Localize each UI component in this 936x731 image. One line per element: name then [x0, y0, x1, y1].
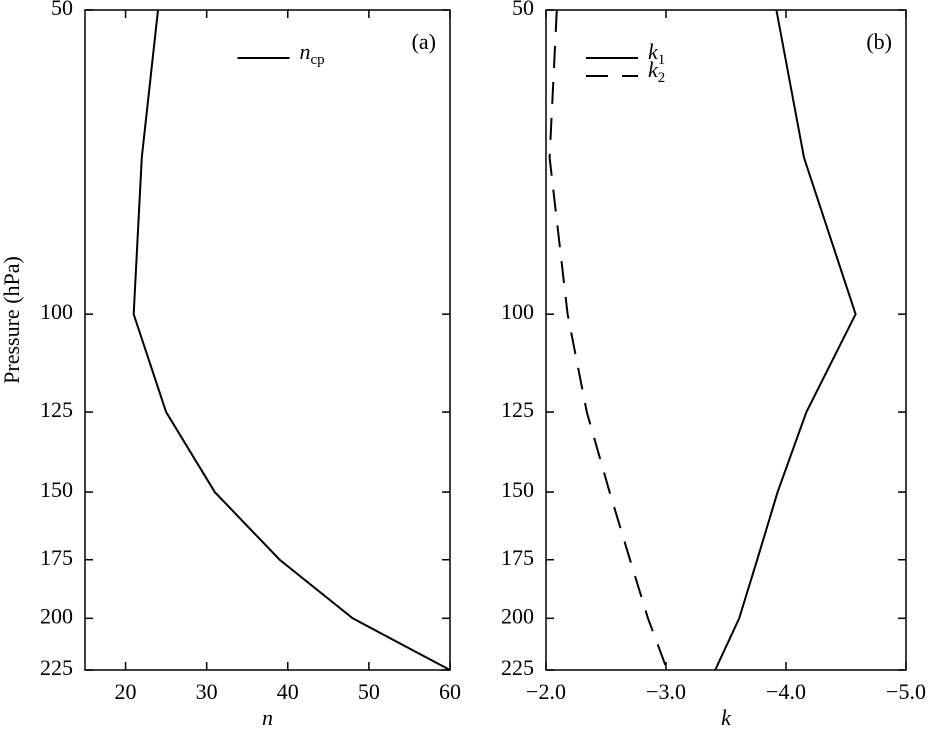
- series-line: [714, 9, 857, 671]
- y-tick-label: 125: [501, 397, 534, 422]
- series-line: [548, 9, 669, 671]
- y-tick-label: 225: [501, 655, 534, 680]
- y-tick-label: 175: [40, 545, 73, 570]
- x-axis-label: n: [262, 705, 273, 730]
- legend-label: k2: [648, 57, 665, 86]
- y-tick-label: 225: [40, 655, 73, 680]
- panel-label: (b): [866, 29, 892, 54]
- y-tick-label: 125: [40, 397, 73, 422]
- y-tick-label: 200: [501, 603, 534, 628]
- plot-frame: [545, 9, 907, 671]
- x-tick-label: 40: [277, 679, 299, 704]
- x-axis-label: k: [721, 705, 732, 730]
- x-tick-label: 50: [358, 679, 380, 704]
- x-tick-label: 60: [439, 679, 461, 704]
- x-tick-label: −3.0: [646, 679, 686, 704]
- y-tick-label: 50: [512, 0, 534, 20]
- y-tick-label: 200: [40, 603, 73, 628]
- y-tick-label: 150: [40, 477, 73, 502]
- y-tick-label: 50: [51, 0, 73, 20]
- series-line: [132, 9, 451, 671]
- x-tick-label: −5.0: [886, 679, 926, 704]
- y-tick-label: 175: [501, 545, 534, 570]
- x-tick-label: 30: [196, 679, 218, 704]
- y-tick-label: 100: [501, 299, 534, 324]
- x-tick-label: −2.0: [526, 679, 566, 704]
- x-tick-label: −4.0: [766, 679, 806, 704]
- legend-label: k1: [648, 39, 665, 68]
- plot-frame: [84, 9, 451, 671]
- x-tick-label: 20: [115, 679, 137, 704]
- y-axis-label: Pressure (hPa): [0, 256, 24, 384]
- y-tick-label: 100: [40, 299, 73, 324]
- y-tick-label: 150: [501, 477, 534, 502]
- legend-label: ncp: [300, 39, 325, 68]
- panel-label: (a): [412, 29, 436, 54]
